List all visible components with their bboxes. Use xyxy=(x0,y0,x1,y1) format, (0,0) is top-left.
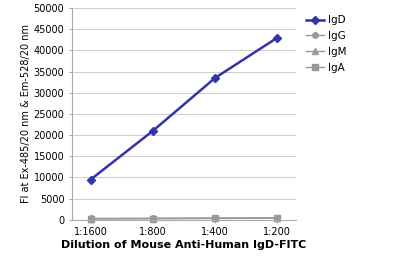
IgA xyxy=(275,217,280,220)
IgG xyxy=(213,217,218,220)
IgD xyxy=(88,178,93,181)
IgM xyxy=(213,217,218,220)
Line: IgM: IgM xyxy=(88,215,280,221)
IgA xyxy=(88,217,93,221)
X-axis label: Dilution of Mouse Anti-Human IgD-FITC: Dilution of Mouse Anti-Human IgD-FITC xyxy=(61,240,307,250)
Y-axis label: Fl at Ex-485/20 nm & Em-528/20 nm: Fl at Ex-485/20 nm & Em-528/20 nm xyxy=(21,24,31,203)
IgM xyxy=(275,217,280,220)
IgD xyxy=(150,129,155,132)
IgA xyxy=(213,217,218,220)
IgG xyxy=(150,217,155,220)
Line: IgG: IgG xyxy=(88,215,280,221)
IgD xyxy=(213,76,218,80)
Line: IgA: IgA xyxy=(88,215,280,222)
IgM xyxy=(88,217,93,220)
IgM xyxy=(150,217,155,220)
IgG xyxy=(88,217,93,220)
IgA xyxy=(150,217,155,220)
IgG xyxy=(275,216,280,219)
Line: IgD: IgD xyxy=(88,35,280,182)
IgD xyxy=(275,36,280,39)
Legend: IgD, IgG, IgM, IgA: IgD, IgG, IgM, IgA xyxy=(304,13,349,75)
